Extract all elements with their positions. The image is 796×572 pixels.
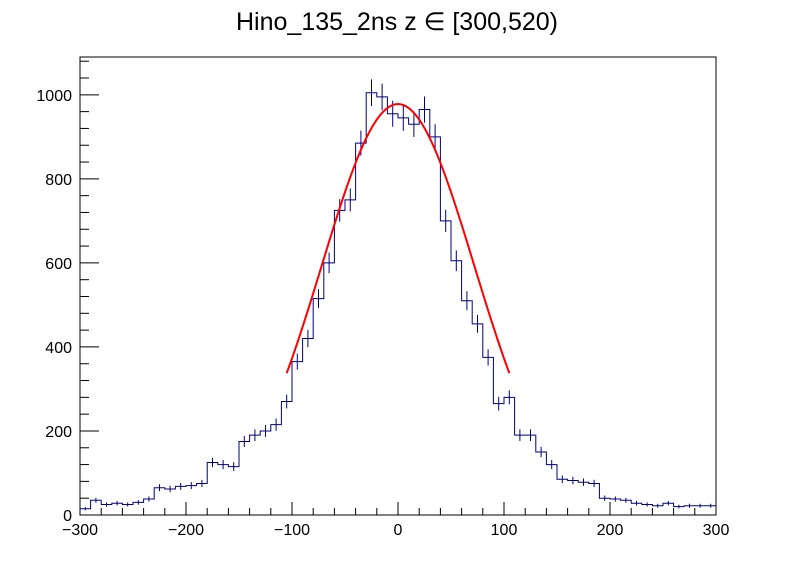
histogram-step-line: [80, 92, 716, 510]
chart-title: Hino_135_2ns z ∈ [300,520): [236, 8, 558, 36]
x-axis: −300 −200 −100 0 100 200 300: [62, 502, 729, 539]
plot-area: [80, 57, 716, 515]
error-bars: [84, 79, 712, 511]
x-tick-label: 100: [491, 522, 518, 539]
y-tick-label: 200: [45, 424, 72, 441]
x-tick-label: 0: [394, 522, 403, 539]
x-tick-label: 300: [703, 522, 730, 539]
y-tick-label: 0: [63, 508, 72, 525]
y-tick-label: 400: [45, 340, 72, 357]
y-tick-label: 800: [45, 172, 72, 189]
x-tick-label: −300: [62, 522, 98, 539]
y-tick-label: 1000: [36, 88, 72, 105]
y-tick-label: 600: [45, 256, 72, 273]
x-tick-label: −100: [274, 522, 310, 539]
plot-background: [80, 57, 716, 515]
x-tick-label: 200: [597, 522, 624, 539]
gaussian-fit-curve: [285, 103, 511, 374]
y-axis: 0 200 400 600 800 1000: [36, 60, 99, 525]
fit-curve-group: [285, 103, 511, 374]
x-tick-label: −200: [168, 522, 204, 539]
histogram-bars: [80, 92, 716, 510]
